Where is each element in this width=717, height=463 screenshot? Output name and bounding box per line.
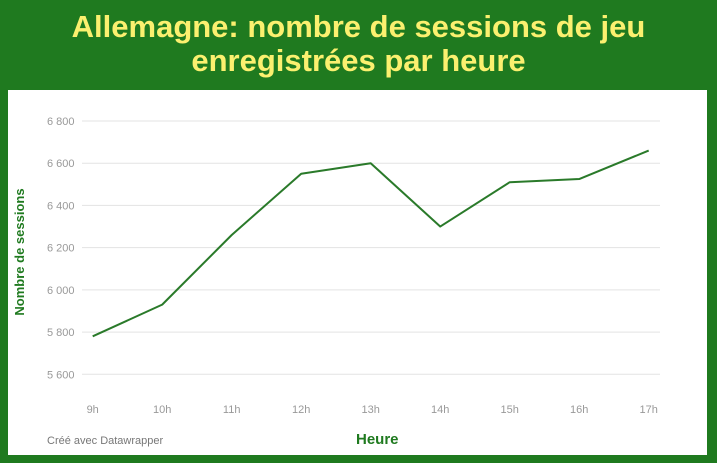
series-line xyxy=(92,149,650,338)
x-tick-label: 17h xyxy=(640,404,658,416)
x-tick-label: 15h xyxy=(501,404,519,416)
x-tick-label: 16h xyxy=(570,404,588,416)
chart-panel xyxy=(8,90,707,455)
y-tick-label: 5 600 xyxy=(47,369,75,381)
y-tick-label: 6 400 xyxy=(47,200,75,212)
y-tick-label: 5 800 xyxy=(47,327,75,339)
y-tick-label: 6 600 xyxy=(47,158,75,170)
credit-footer: Créé avec Datawrapper xyxy=(47,435,164,447)
x-tick-label: 14h xyxy=(431,404,449,416)
y-tick-label: 6 000 xyxy=(47,285,75,297)
y-axis-label: Nombre de sessions xyxy=(12,188,27,315)
x-axis-label: Heure xyxy=(356,431,399,448)
x-tick-label: 12h xyxy=(292,404,310,416)
y-tick-label: 6 800 xyxy=(47,116,75,128)
y-tick-label: 6 200 xyxy=(47,243,75,255)
x-tick-label: 11h xyxy=(223,404,241,416)
x-tick-label: 13h xyxy=(362,404,380,416)
chart-title: Allemagne: nombre de sessions de jeu enr… xyxy=(71,9,646,78)
x-tick-label: 10h xyxy=(153,404,171,416)
x-tick-label: 9h xyxy=(87,404,99,416)
